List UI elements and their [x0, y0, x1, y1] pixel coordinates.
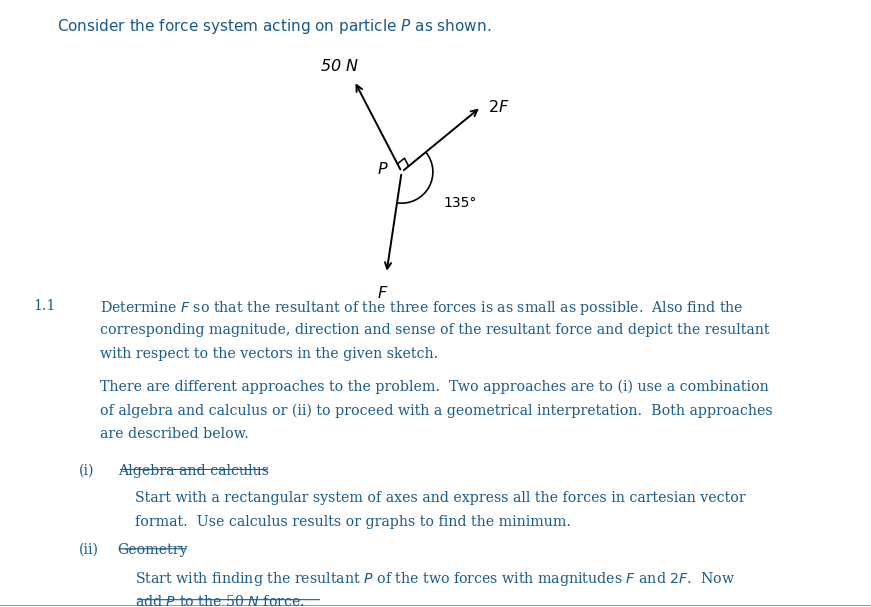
Text: Consider the force system acting on particle $P$ as shown.: Consider the force system acting on part…	[57, 17, 491, 36]
Text: 50 $N$: 50 $N$	[320, 58, 359, 74]
Text: $F$: $F$	[377, 285, 388, 301]
Text: are described below.: are described below.	[100, 427, 249, 441]
Text: 135°: 135°	[443, 196, 476, 210]
Text: Algebra and calculus: Algebra and calculus	[118, 464, 268, 478]
Text: corresponding magnitude, direction and sense of the resultant force and depict t: corresponding magnitude, direction and s…	[100, 323, 770, 337]
Text: Determine $F$ so that the resultant of the three forces is as small as possible.: Determine $F$ so that the resultant of t…	[100, 299, 744, 317]
Text: (ii): (ii)	[78, 543, 98, 557]
Text: $2F$: $2F$	[488, 99, 510, 115]
Text: of algebra and calculus or (ii) to proceed with a geometrical interpretation.  B: of algebra and calculus or (ii) to proce…	[100, 404, 773, 418]
Text: Start with a rectangular system of axes and express all the forces in cartesian : Start with a rectangular system of axes …	[135, 491, 746, 505]
Text: with respect to the vectors in the given sketch.: with respect to the vectors in the given…	[100, 347, 438, 361]
Text: add $P$ to the 50 $N$ force.: add $P$ to the 50 $N$ force.	[135, 594, 305, 607]
Text: format.  Use calculus results or graphs to find the minimum.: format. Use calculus results or graphs t…	[135, 515, 571, 529]
Text: There are different approaches to the problem.  Two approaches are to (i) use a : There are different approaches to the pr…	[100, 380, 769, 394]
Text: Start with finding the resultant $P$ of the two forces with magnitudes $F$ and $: Start with finding the resultant $P$ of …	[135, 571, 735, 588]
Text: (i): (i)	[78, 464, 94, 478]
Text: $P$: $P$	[377, 161, 388, 177]
Text: Geometry: Geometry	[118, 543, 188, 557]
Text: 1.1: 1.1	[33, 299, 56, 313]
